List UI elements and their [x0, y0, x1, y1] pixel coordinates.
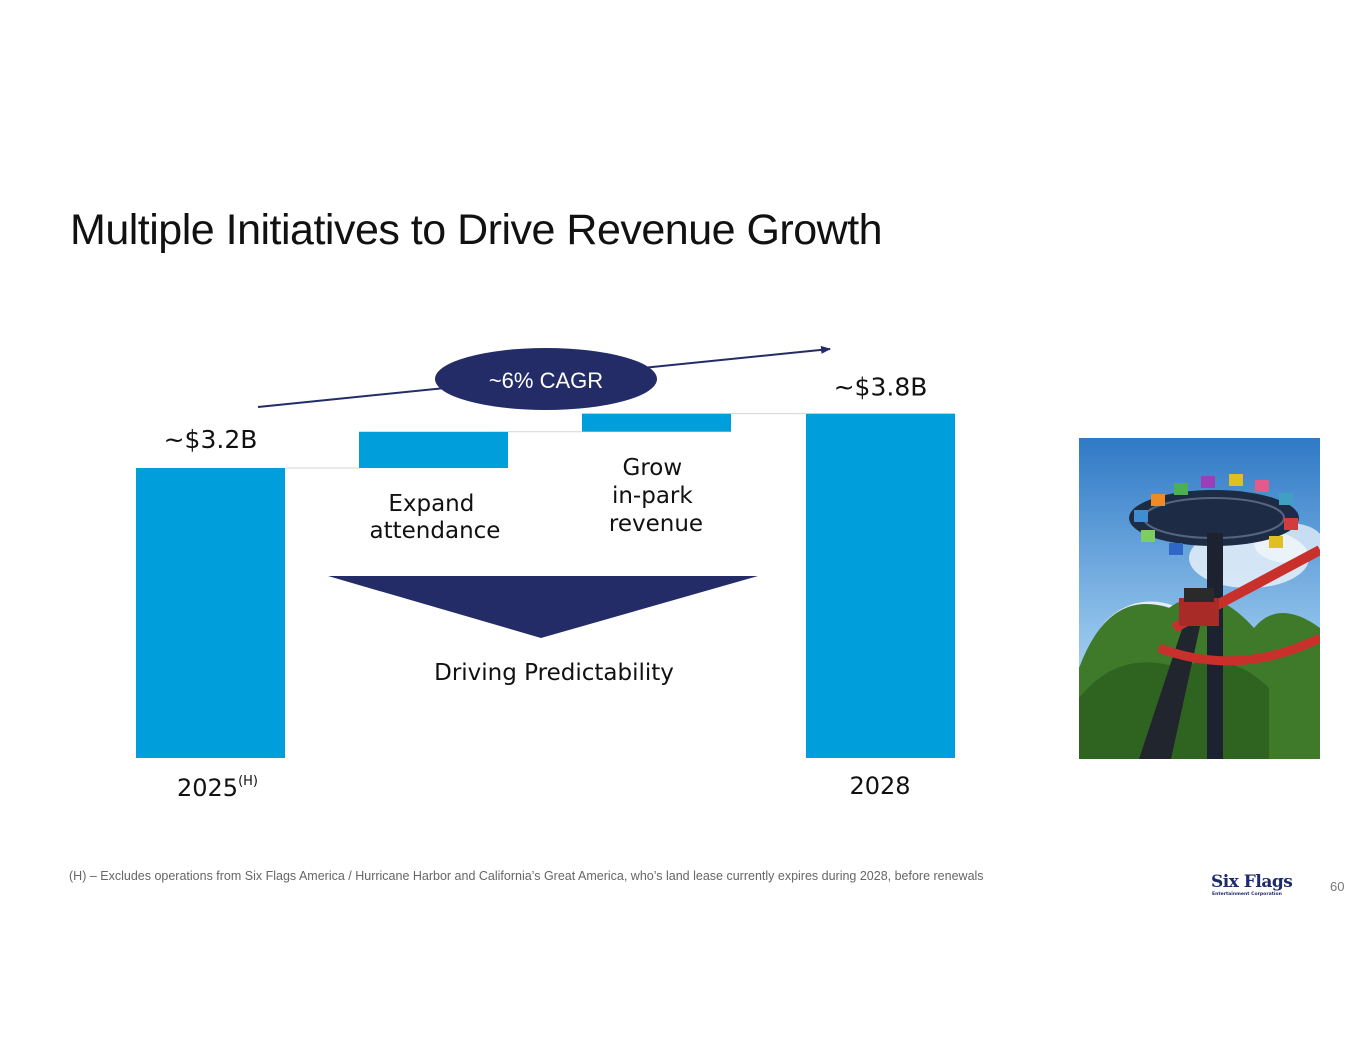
page-title: Multiple Initiatives to Drive Revenue Gr… [70, 206, 883, 254]
step-label-in-park: Grow in-park revenue [609, 455, 703, 537]
logo-subtitle: Entertainment Corporation [1212, 892, 1282, 897]
waterfall-bar-3 [582, 413, 731, 432]
step-label-attendance: Expand attendance [370, 491, 501, 544]
cagr-label: ~6% CAGR [489, 368, 603, 393]
six-flags-logo: Six Flags Entertainment Corporation [1205, 872, 1300, 902]
waterfall-bar-4 [806, 413, 955, 758]
waterfall-bar-1 [136, 468, 285, 758]
footnote: (H) – Excludes operations from Six Flags… [69, 869, 984, 883]
predictability-label: Driving Predictability [434, 660, 674, 686]
x-label-2025: 2025(H) [177, 774, 258, 802]
revenue-waterfall-chart: ~6% CAGR ~$3.2B ~$3.8B Expand attendance… [136, 345, 955, 802]
predictability-triangle [328, 576, 758, 638]
cagr-bubble [435, 348, 657, 410]
start-value-label: ~$3.2B [164, 425, 258, 454]
logo-wordmark: Six Flags [1211, 872, 1293, 892]
amusement-ride-photo [1079, 438, 1320, 759]
waterfall-bar-2 [359, 431, 508, 468]
page-number: 60 [1330, 879, 1345, 894]
end-value-label: ~$3.8B [834, 373, 928, 402]
x-label-2028: 2028 [849, 772, 910, 800]
